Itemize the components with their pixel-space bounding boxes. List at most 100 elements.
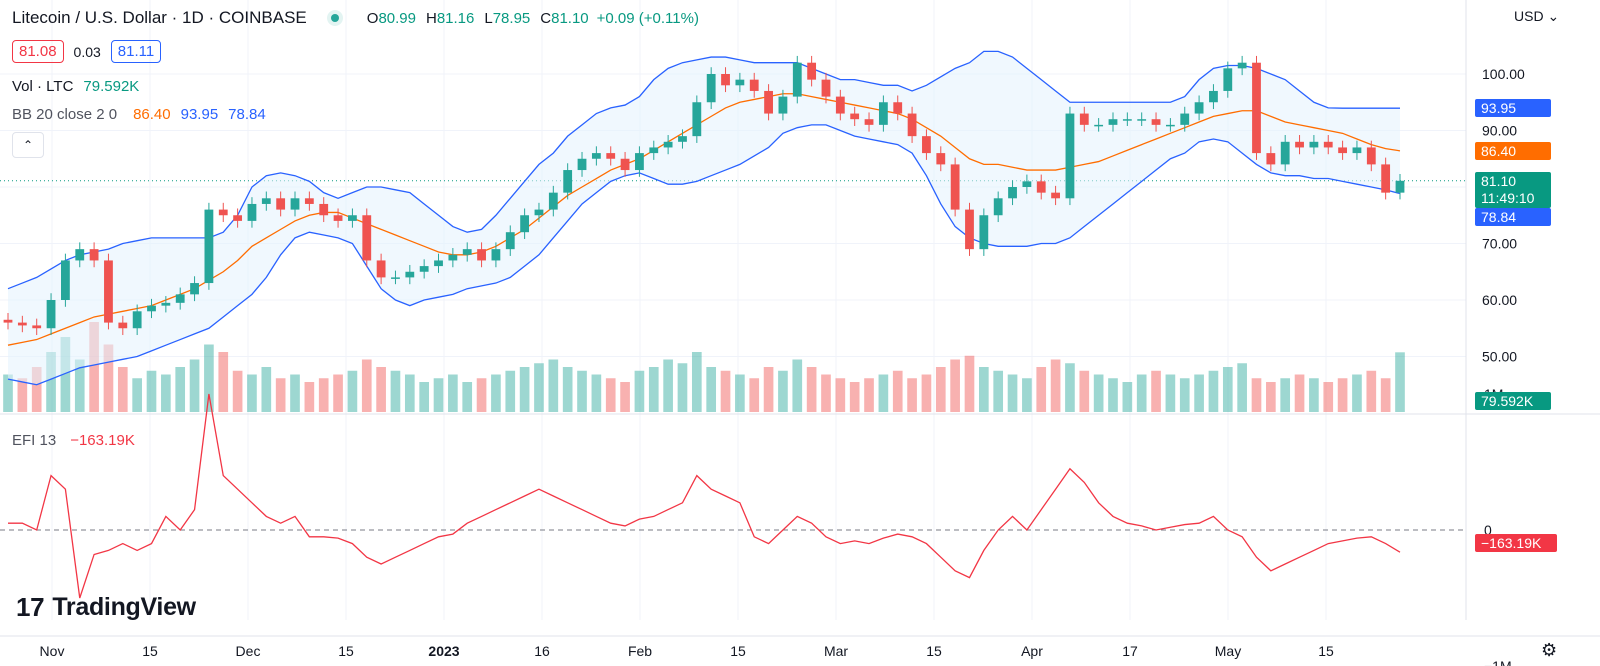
candle-body [577, 158, 587, 171]
volume-legend[interactable]: Vol · LTC 79.592K [12, 78, 139, 95]
bb-lower-value: 78.84 [228, 106, 266, 123]
volume-bar [964, 355, 975, 412]
collapse-legend-button[interactable]: ⌃ [12, 132, 44, 158]
volume-bar [376, 367, 386, 412]
time-tick-label: 17 [1122, 643, 1138, 659]
chart-settings-gear-icon[interactable]: ⚙ [1541, 640, 1558, 660]
volume-bar [318, 378, 329, 412]
volume-bar [605, 378, 616, 412]
candle-body [1137, 119, 1147, 121]
volume-bar [634, 370, 645, 412]
volume-bar [1294, 374, 1305, 412]
volume-bar [404, 374, 415, 412]
volume-bar [878, 374, 889, 412]
candle-body [1065, 113, 1075, 199]
volume-bar [1007, 374, 1018, 412]
candle-body [104, 260, 113, 323]
efi-legend[interactable]: EFI 13 −163.19K [12, 432, 135, 449]
time-tick-label: 15 [730, 643, 746, 659]
time-tick-label: 15 [338, 643, 354, 659]
candle-body [132, 311, 142, 329]
volume-bar [1050, 359, 1061, 412]
volume-bar [232, 370, 243, 412]
candle-body [118, 322, 128, 329]
candle-body [448, 254, 458, 261]
symbol-title[interactable]: Litecoin / U.S. Dollar · 1D · COINBASE [12, 8, 307, 27]
candle-body [950, 164, 960, 210]
volume-bar [864, 378, 874, 412]
candle-body [1395, 180, 1405, 193]
price-tick-label: 70.00 [1482, 236, 1517, 252]
sell-price-button[interactable]: 81.08 [12, 40, 64, 63]
volume-bar [333, 374, 343, 412]
candle-body [635, 153, 644, 171]
bb-basis-line [7, 93, 1401, 346]
time-tick-label: Apr [1021, 643, 1043, 659]
volume-bar [505, 370, 516, 412]
volume-bar [448, 374, 458, 412]
bb-label: BB 20 close 2 0 [12, 106, 118, 123]
volume-bar [103, 344, 114, 412]
volume-bar [778, 370, 788, 412]
volume-bar [1065, 363, 1075, 412]
price-tick-label: 50.00 [1482, 349, 1517, 365]
candle-body [204, 209, 214, 284]
volume-bar [749, 378, 760, 412]
candle-body [1209, 90, 1218, 103]
candle-body [391, 277, 400, 279]
efi-tick-label: −1M [1484, 658, 1512, 666]
time-tick-label: Mar [824, 643, 848, 659]
volume-bar [735, 374, 745, 412]
volume-bar [806, 367, 817, 412]
bb-fill [8, 51, 1400, 385]
volume-bar [390, 370, 401, 412]
candle-body [1022, 181, 1032, 187]
symbol-legend: Litecoin / U.S. Dollar · 1D · COINBASE O… [12, 8, 699, 28]
candle-body [706, 74, 716, 103]
tradingview-logo[interactable]: 17 TradingView [16, 592, 196, 623]
price-tick-label: 60.00 [1482, 292, 1517, 308]
market-status-icon[interactable] [330, 14, 339, 22]
candle-body [692, 102, 702, 137]
currency-selector[interactable]: USD ⌄ [1514, 8, 1559, 25]
candle-body [1352, 147, 1362, 154]
candle-body [17, 322, 27, 326]
volume-bar [1337, 378, 1348, 412]
candle-body [60, 260, 70, 300]
time-tick-label: 15 [142, 643, 158, 659]
volume-bar [935, 367, 946, 412]
volume-bar [892, 370, 903, 412]
buy-price-button[interactable]: 81.11 [110, 40, 162, 63]
time-tick-label: Feb [628, 643, 652, 659]
candle-body [907, 113, 917, 137]
volume-bar [261, 367, 272, 412]
bb-legend[interactable]: BB 20 close 2 0 86.40 93.95 78.84 [12, 106, 266, 123]
candle-body [1108, 119, 1118, 125]
candle-body [319, 203, 329, 216]
volume-bar [117, 367, 128, 412]
efi-line [8, 393, 1401, 599]
time-tick-label: Dec [236, 643, 261, 659]
bb-basis-value: 86.40 [133, 106, 171, 123]
candle-body [922, 136, 931, 154]
volume-bar [849, 382, 860, 412]
volume-bar [60, 337, 71, 412]
volume-bar [907, 378, 917, 412]
candle-body [348, 215, 357, 221]
candle-body [276, 198, 286, 210]
candle-body [1223, 68, 1233, 91]
candle-body [1094, 124, 1104, 127]
volume-bar [1179, 378, 1190, 412]
volume-bar [921, 374, 932, 412]
candle-body [764, 90, 773, 114]
volume-bar [1165, 374, 1176, 412]
grid [0, 0, 1600, 620]
candle-body [936, 153, 946, 165]
candle-body [721, 74, 730, 86]
volume-bar [1366, 370, 1377, 412]
candle-body [1338, 147, 1348, 154]
candle-body [979, 215, 989, 250]
candle-body [1295, 141, 1304, 148]
candle-body [505, 232, 515, 250]
